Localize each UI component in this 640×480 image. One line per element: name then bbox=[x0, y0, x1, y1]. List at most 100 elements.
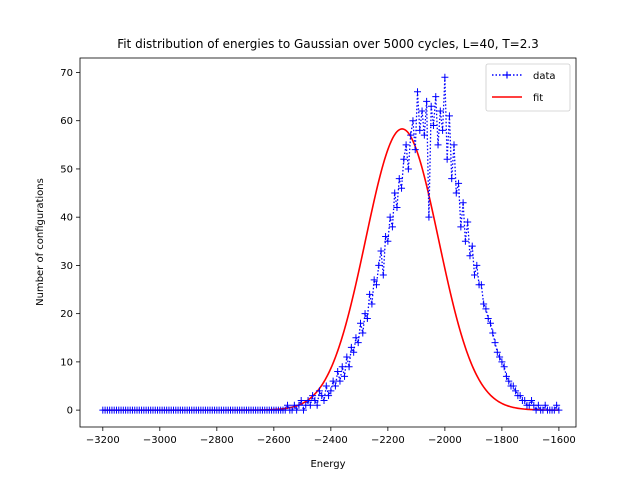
data-point-marker bbox=[445, 112, 453, 120]
data-point-marker bbox=[295, 401, 303, 409]
x-tick-label: −2600 bbox=[257, 435, 291, 446]
data-point-marker bbox=[477, 281, 485, 289]
data-point-marker bbox=[512, 387, 520, 395]
data-point-marker bbox=[315, 387, 323, 395]
data-point-marker bbox=[553, 401, 561, 409]
y-tick-label: 70 bbox=[60, 68, 73, 79]
data-point-marker bbox=[473, 261, 481, 269]
data-point-marker bbox=[489, 329, 497, 337]
plot-background bbox=[80, 58, 576, 427]
data-point-marker bbox=[382, 232, 390, 240]
data-point-marker bbox=[398, 184, 406, 192]
data-point-marker bbox=[423, 97, 431, 105]
x-tick-label: −2800 bbox=[200, 435, 234, 446]
data-point-marker bbox=[500, 363, 508, 371]
data-point-marker bbox=[534, 401, 542, 409]
data-point-marker bbox=[496, 353, 504, 361]
legend: data fit bbox=[485, 63, 571, 112]
data-point-marker bbox=[443, 155, 451, 163]
data-point-marker bbox=[528, 396, 536, 404]
data-point-marker bbox=[486, 319, 494, 327]
data-point-marker bbox=[361, 310, 369, 318]
data-point-marker bbox=[329, 377, 337, 385]
data-point-marker bbox=[395, 175, 403, 183]
x-axis: −3200 −3000 −2800 −2600 −2400 −2200 −2000 −1800… bbox=[86, 427, 576, 446]
data-point-marker bbox=[306, 401, 314, 409]
data-point-marker bbox=[391, 189, 399, 197]
data-point-marker bbox=[541, 401, 549, 409]
y-tick-label: 40 bbox=[60, 213, 73, 224]
data-point-marker bbox=[366, 290, 374, 298]
data-point-marker bbox=[386, 213, 394, 221]
data-point-marker bbox=[375, 261, 383, 269]
data-point-marker bbox=[334, 368, 342, 376]
data-point-marker bbox=[407, 131, 415, 139]
data-point-marker bbox=[555, 406, 563, 414]
data-point-marker bbox=[457, 223, 465, 231]
legend-box bbox=[485, 63, 571, 112]
y-axis: 0 10 20 30 40 50 60 70 bbox=[60, 68, 80, 417]
data-point-marker bbox=[484, 314, 492, 322]
data-point-marker bbox=[455, 179, 463, 187]
x-tick-label: −3000 bbox=[143, 435, 177, 446]
data-point-marker bbox=[404, 165, 412, 173]
data-point-marker bbox=[350, 348, 358, 356]
data-point-marker bbox=[336, 377, 344, 385]
data-point-marker bbox=[505, 377, 513, 385]
data-point-marker bbox=[482, 305, 490, 313]
data-point-marker bbox=[354, 339, 362, 347]
x-tick-label: −2400 bbox=[314, 435, 348, 446]
data-point-marker bbox=[345, 363, 353, 371]
legend-fit-label: fit bbox=[533, 93, 543, 104]
data-point-marker bbox=[325, 392, 333, 400]
data-point-marker bbox=[384, 237, 392, 245]
y-tick-label: 0 bbox=[67, 406, 73, 417]
data-point-marker bbox=[448, 175, 456, 183]
x-tick-label: −1800 bbox=[485, 435, 519, 446]
data-point-marker bbox=[400, 155, 408, 163]
data-point-marker bbox=[450, 141, 458, 149]
data-point-marker bbox=[441, 73, 449, 81]
data-point-marker bbox=[466, 252, 474, 260]
data-point-marker bbox=[331, 382, 339, 390]
data-point-marker bbox=[347, 343, 355, 351]
data-point-marker bbox=[416, 126, 424, 134]
data-point-marker bbox=[436, 107, 444, 115]
legend-data-marker bbox=[503, 71, 511, 79]
chart-title: Fit distribution of energies to Gaussian… bbox=[117, 37, 539, 51]
data-point-marker bbox=[313, 401, 321, 409]
data-point-marker bbox=[509, 382, 517, 390]
data-point-marker bbox=[439, 126, 447, 134]
y-tick-label: 30 bbox=[60, 261, 73, 272]
data-point-marker bbox=[464, 218, 472, 226]
data-point-marker bbox=[471, 271, 479, 279]
data-point-marker bbox=[377, 247, 385, 255]
legend-data-label: data bbox=[533, 71, 556, 82]
data-point-marker bbox=[393, 204, 401, 212]
data-point-marker bbox=[388, 223, 396, 231]
data-point-marker bbox=[341, 372, 349, 380]
data-point-marker bbox=[521, 396, 529, 404]
data-point-marker bbox=[327, 387, 335, 395]
x-tick-label: −2000 bbox=[428, 435, 462, 446]
data-point-marker bbox=[370, 276, 378, 284]
data-point-marker bbox=[297, 396, 305, 404]
data-point-marker bbox=[434, 141, 442, 149]
data-point-marker bbox=[368, 300, 376, 308]
x-axis-label: Energy bbox=[310, 459, 345, 470]
data-point-marker bbox=[493, 348, 501, 356]
data-point-marker bbox=[414, 88, 422, 96]
data-point-marker bbox=[427, 102, 435, 110]
data-point-marker bbox=[429, 122, 437, 130]
y-tick-label: 60 bbox=[60, 116, 73, 127]
data-point-marker bbox=[363, 314, 371, 322]
y-tick-label: 50 bbox=[60, 164, 73, 175]
data-point-marker bbox=[311, 396, 319, 404]
data-point-marker bbox=[418, 107, 426, 115]
data-point-marker bbox=[409, 117, 417, 125]
data-point-marker bbox=[379, 271, 387, 279]
data-point-marker bbox=[318, 392, 326, 400]
data-point-marker bbox=[491, 339, 499, 347]
data-point-marker bbox=[359, 329, 367, 337]
data-point-marker bbox=[502, 372, 510, 380]
